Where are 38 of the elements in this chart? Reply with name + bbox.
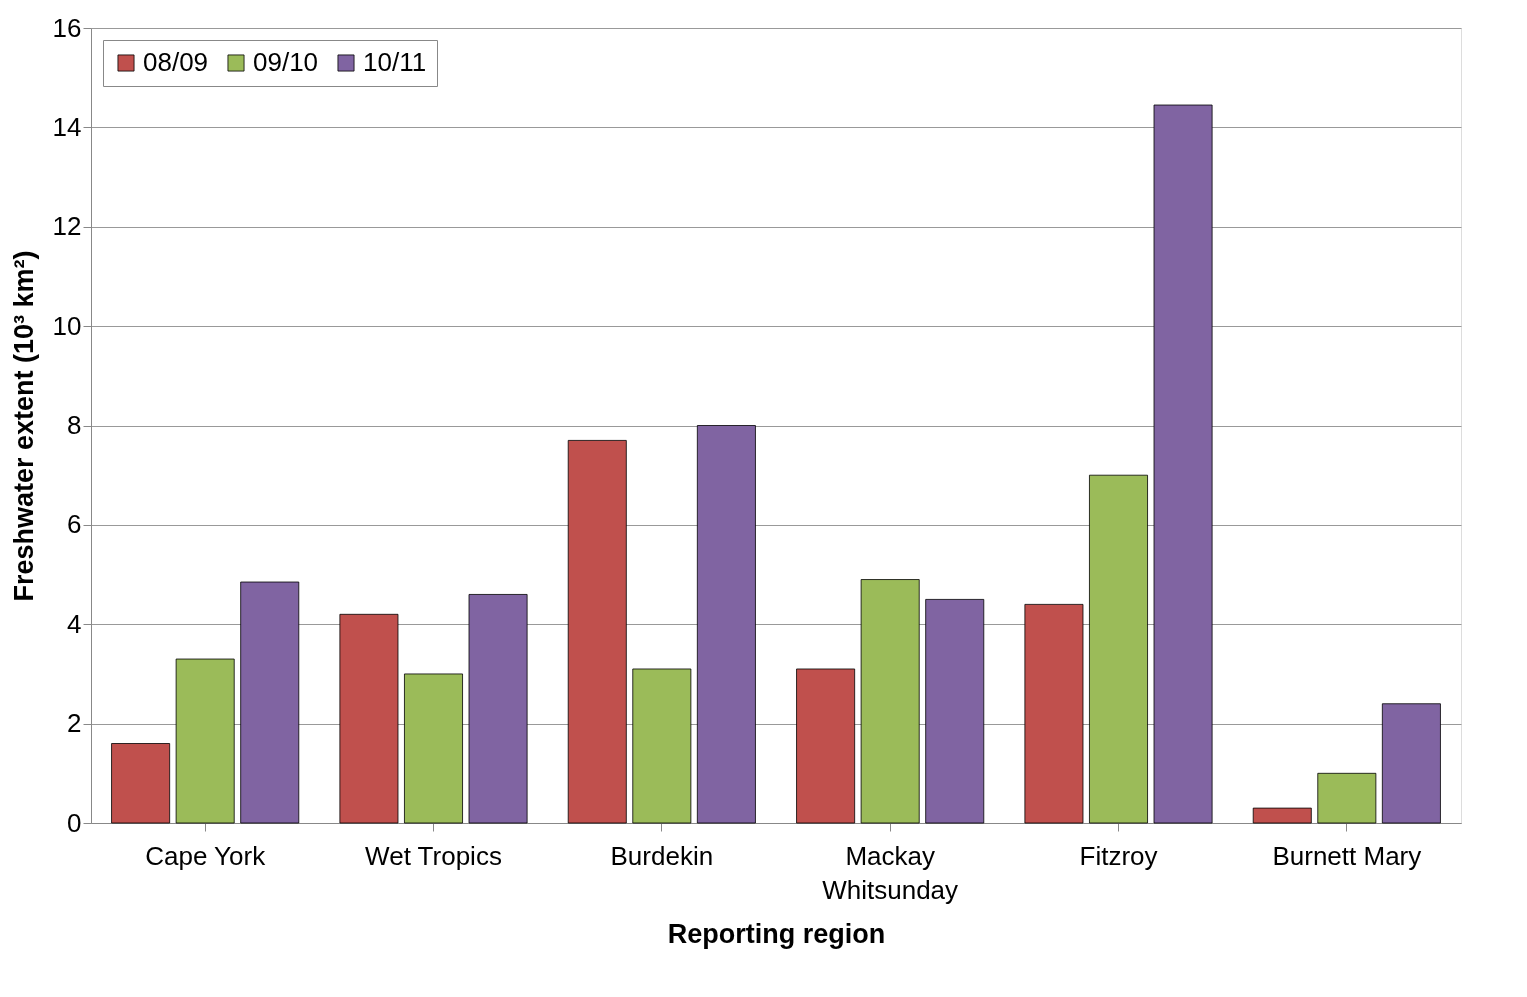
y-tick-label: 12 <box>52 211 82 242</box>
bar <box>468 594 528 824</box>
bar <box>1317 772 1377 824</box>
legend-label: 09/10 <box>253 47 319 77</box>
y-tick-label: 14 <box>52 111 82 142</box>
y-tick-label: 4 <box>67 608 82 639</box>
bar <box>567 440 627 824</box>
bar <box>860 579 920 824</box>
y-tick-label: 0 <box>67 807 82 838</box>
bar <box>1252 807 1312 824</box>
bar <box>175 658 235 824</box>
bar <box>1089 474 1148 824</box>
y-tick-label: 16 <box>52 12 82 43</box>
y-axis-title: Freshwater extent (10³ km²) <box>8 250 39 602</box>
bar <box>1381 703 1441 824</box>
y-tick-label: 6 <box>67 509 82 540</box>
bar <box>111 743 171 824</box>
y-tick-label: 8 <box>67 410 82 440</box>
bar <box>696 425 756 824</box>
bar <box>632 668 692 824</box>
x-tick-label: Fitzroy <box>1079 840 1158 871</box>
bar <box>240 581 300 824</box>
x-tick-label: Mackay Whitsunday <box>822 840 959 905</box>
x-tick-label: Cape York <box>145 840 267 871</box>
legend-label: 08/09 <box>143 47 209 77</box>
x-axis-title: Reporting region <box>667 918 886 949</box>
bar <box>404 673 463 824</box>
y-tick-label: 2 <box>67 708 82 739</box>
bar <box>1024 603 1084 824</box>
bar <box>925 599 985 824</box>
bar <box>796 668 856 824</box>
bar <box>1153 104 1213 824</box>
bar <box>339 613 399 824</box>
x-tick-label: Burnett Mary <box>1272 840 1422 871</box>
legend-label: 10/11 <box>363 47 427 77</box>
x-tick-label: Burdekin <box>610 840 714 871</box>
x-tick-label: Wet Tropics <box>365 840 502 871</box>
y-tick-label: 10 <box>52 310 82 341</box>
